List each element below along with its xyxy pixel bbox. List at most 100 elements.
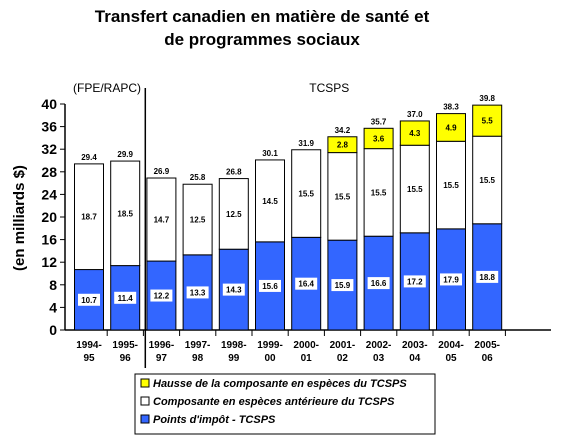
- group-label: (FPE/RAPC): [73, 81, 141, 95]
- x-tick-label: 99: [228, 353, 240, 364]
- x-tick-label: 2005-: [474, 340, 500, 351]
- x-tick-label: 04: [409, 353, 421, 364]
- x-tick-label: 96: [120, 353, 132, 364]
- x-tick-label: 95: [83, 353, 95, 364]
- legend-swatch: [140, 414, 150, 424]
- x-tick-label: 2000-: [293, 340, 319, 351]
- total-label: 37.0: [407, 110, 423, 119]
- y-axis-label: (en milliards $): [11, 165, 28, 271]
- data-label: 4.3: [409, 129, 421, 138]
- data-label-box: [367, 132, 390, 145]
- x-tick-label: 02: [337, 353, 349, 364]
- y-tick-label: 36: [41, 119, 57, 135]
- total-label: 39.8: [479, 94, 495, 103]
- data-label: 18.7: [81, 213, 97, 222]
- legend-swatch: [140, 396, 150, 406]
- data-label-box: [367, 277, 390, 290]
- data-label: 5.5: [482, 117, 494, 126]
- data-label-box: [476, 270, 499, 283]
- total-label: 29.4: [81, 153, 97, 162]
- data-label: 18.5: [117, 209, 133, 218]
- data-label: 15.5: [298, 190, 314, 199]
- data-label-box: [367, 186, 390, 199]
- data-label-box: [403, 183, 426, 196]
- x-tick-label: 03: [373, 353, 385, 364]
- x-tick-label: 1995-: [112, 340, 138, 351]
- data-label-box: [295, 187, 318, 200]
- data-label-box: [331, 279, 354, 292]
- data-label: 4.9: [445, 123, 457, 132]
- data-label: 12.2: [154, 292, 170, 301]
- chart-title-line-1: Transfert canadien en matière de santé e…: [95, 7, 430, 26]
- data-label-box: [186, 213, 209, 226]
- legend-entry: Points d'impôt - TCSPS: [153, 414, 276, 426]
- legend-box: [134, 373, 436, 435]
- y-tick-label: 24: [41, 186, 57, 202]
- data-label: 17.9: [443, 275, 459, 284]
- data-label-box: [440, 121, 462, 134]
- data-label-box: [186, 286, 209, 299]
- data-label: 2.8: [337, 141, 349, 150]
- data-label: 16.4: [298, 280, 314, 289]
- y-tick-label: 0: [49, 322, 57, 338]
- data-label: 14.3: [226, 286, 242, 295]
- data-label-box: [259, 194, 281, 207]
- x-tick-label: 05: [445, 353, 457, 364]
- data-label: 12.5: [190, 216, 206, 225]
- data-label: 13.3: [190, 288, 206, 297]
- y-tick-label: 40: [41, 96, 57, 112]
- x-tick-label: 2002-: [366, 340, 392, 351]
- total-label: 38.3: [443, 103, 459, 112]
- data-label-box: [150, 213, 173, 226]
- legend-entry: Composante en espèces antérieure du TCSP…: [153, 396, 395, 408]
- data-label-box: [403, 127, 426, 140]
- x-tick-label: 1999-: [257, 340, 283, 351]
- x-tick-label: 1997-: [185, 340, 211, 351]
- data-label-box: [295, 277, 318, 290]
- x-tick-label: 00: [264, 353, 276, 364]
- total-label: 29.9: [117, 150, 133, 159]
- x-tick-label: 06: [482, 353, 494, 364]
- legend-entry: Hausse de la composante en espèces du TC…: [153, 378, 407, 390]
- data-label-box: [440, 273, 462, 286]
- data-label-box: [476, 114, 499, 127]
- data-label: 17.2: [407, 277, 423, 286]
- total-label: 26.9: [154, 167, 170, 176]
- data-label-box: [403, 275, 426, 288]
- data-label: 15.5: [335, 192, 351, 201]
- data-label: 14.5: [262, 197, 278, 206]
- x-tick-label: 01: [301, 353, 313, 364]
- data-label-box: [331, 138, 354, 151]
- data-label-box: [114, 207, 137, 220]
- total-label: 25.8: [190, 173, 206, 182]
- x-tick-label: 1994-: [76, 340, 102, 351]
- data-label: 16.6: [371, 279, 387, 288]
- data-label-box: [259, 279, 281, 292]
- y-tick-label: 20: [41, 209, 57, 225]
- total-label: 35.7: [371, 117, 387, 126]
- y-tick-label: 8: [49, 277, 57, 293]
- data-label-box: [114, 291, 137, 304]
- data-label-box: [331, 190, 354, 203]
- data-label-box: [78, 293, 100, 306]
- data-label: 15.5: [407, 185, 423, 194]
- total-label: 34.2: [335, 126, 351, 135]
- data-label: 15.5: [479, 176, 495, 185]
- data-label-box: [222, 283, 245, 296]
- x-tick-label: 98: [192, 353, 204, 364]
- group-label: TCSPS: [309, 81, 349, 95]
- total-label: 31.9: [298, 139, 314, 148]
- data-label: 10.7: [81, 296, 97, 305]
- data-label-box: [78, 210, 100, 223]
- data-label: 15.6: [262, 282, 278, 291]
- data-label-box: [476, 173, 499, 186]
- x-tick-label: 1998-: [221, 340, 247, 351]
- x-tick-label: 97: [156, 353, 168, 364]
- y-tick-label: 12: [41, 254, 57, 270]
- plot-area: 04812162024283236401994-951995-961996-97…: [41, 81, 551, 368]
- y-tick-label: 4: [49, 299, 57, 315]
- data-label: 12.5: [226, 210, 242, 219]
- total-label: 30.1: [262, 149, 278, 158]
- data-label: 15.5: [443, 181, 459, 190]
- legend: Hausse de la composante en espèces du TC…: [134, 373, 436, 435]
